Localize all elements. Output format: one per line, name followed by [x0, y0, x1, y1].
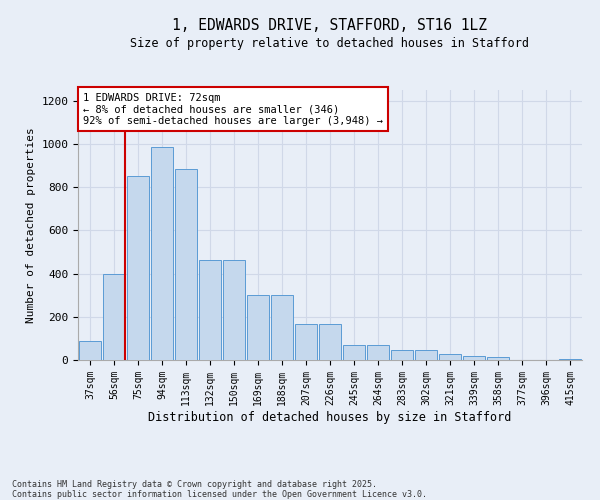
- Bar: [295, 324, 317, 360]
- Bar: [151, 147, 173, 360]
- Y-axis label: Number of detached properties: Number of detached properties: [26, 127, 36, 323]
- Bar: [415, 350, 437, 360]
- Bar: [247, 295, 269, 360]
- X-axis label: Distribution of detached houses by size in Stafford: Distribution of detached houses by size …: [148, 410, 512, 424]
- Bar: [367, 345, 389, 360]
- Bar: [343, 345, 365, 360]
- Bar: [487, 358, 509, 360]
- Text: 1, EDWARDS DRIVE, STAFFORD, ST16 1LZ: 1, EDWARDS DRIVE, STAFFORD, ST16 1LZ: [173, 18, 487, 32]
- Bar: [79, 340, 101, 360]
- Bar: [127, 176, 149, 360]
- Bar: [391, 350, 413, 360]
- Bar: [559, 359, 581, 360]
- Bar: [199, 260, 221, 360]
- Bar: [319, 324, 341, 360]
- Text: Contains HM Land Registry data © Crown copyright and database right 2025.
Contai: Contains HM Land Registry data © Crown c…: [12, 480, 427, 499]
- Bar: [223, 260, 245, 360]
- Bar: [175, 169, 197, 360]
- Bar: [103, 274, 125, 360]
- Bar: [463, 356, 485, 360]
- Bar: [439, 354, 461, 360]
- Bar: [271, 295, 293, 360]
- Text: Size of property relative to detached houses in Stafford: Size of property relative to detached ho…: [131, 38, 530, 51]
- Text: 1 EDWARDS DRIVE: 72sqm
← 8% of detached houses are smaller (346)
92% of semi-det: 1 EDWARDS DRIVE: 72sqm ← 8% of detached …: [83, 92, 383, 126]
